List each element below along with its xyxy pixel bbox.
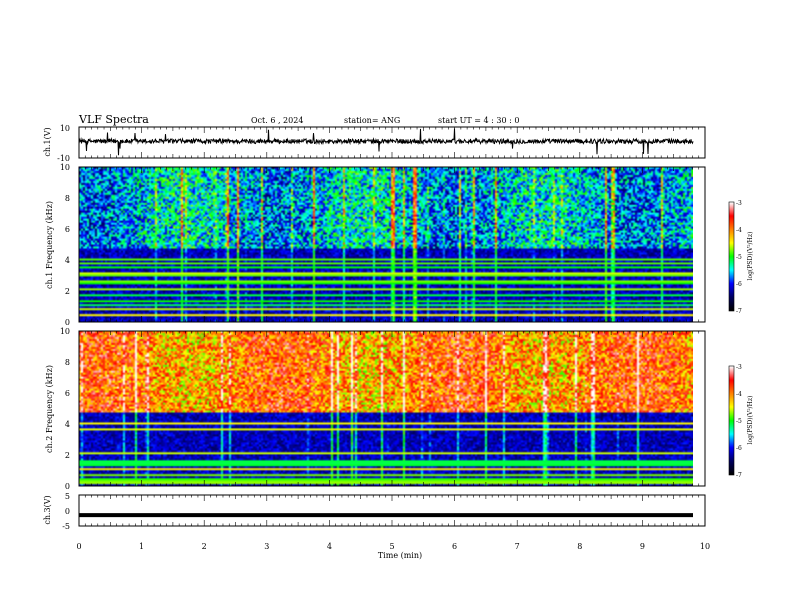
ch1-ytick-10: 10 (60, 163, 70, 172)
ch1-spectrogram-panel: 0 2 4 6 8 10 ch.1 Frequency (kHz) (45, 163, 706, 327)
ch2-freq-ticks: 0 2 4 6 8 10 (60, 327, 70, 491)
ch3-ylabel: ch.3(V) (43, 495, 52, 524)
ch3-ytick-bottom: -5 (62, 522, 70, 531)
ch1-waveform-trace (78, 128, 694, 156)
ch1-colorbar: -3 -4 -5 -6 -7 log(PSD)(V²/Hz) (728, 200, 754, 315)
ch2-ytick-2: 2 (65, 451, 70, 460)
cbar2-label: log(PSD)(V²/Hz) (747, 396, 754, 445)
xtick-label-7: 7 (515, 542, 520, 551)
ch2-ytick-0: 0 (65, 482, 70, 491)
cbar2-tick-m6: -6 (736, 445, 742, 452)
cbar2-tick-m4: -4 (736, 391, 742, 398)
date-label: Oct. 6 , 2024 (251, 116, 303, 125)
cbar1-tick-m5: -5 (736, 254, 742, 261)
x-axis-label: Time (min) (378, 551, 422, 560)
ch3-ytick-mid: 0 (65, 507, 70, 516)
ch3-waveform-panel: 5 0 -5 ch.3(V) (43, 492, 706, 531)
ch1-spectrogram-image (79, 167, 693, 322)
ch1-ytick-top: 10 (60, 124, 70, 133)
ch2-spectrogram-panel: 0 2 4 6 8 10 ch.2 Frequency (kHz) (45, 327, 706, 491)
ch1-ylabel: ch.1(V) (43, 127, 52, 156)
xtick-label-6: 6 (452, 542, 457, 551)
xtick-label-10: 10 (700, 542, 710, 551)
cbar1-tick-m6: -6 (736, 281, 742, 288)
x-axis-tick-labels: 0 1 2 3 4 5 6 7 8 9 10 (76, 542, 710, 551)
ch1-freq-ylabel: ch.1 Frequency (kHz) (45, 201, 54, 289)
cbar2-tick-m3: -3 (736, 364, 742, 371)
ch2-freq-ylabel: ch.2 Frequency (kHz) (45, 365, 54, 453)
xtick-label-8: 8 (577, 542, 582, 551)
ch2-spectrogram-image (79, 331, 693, 486)
ch2-ytick-4: 4 (65, 420, 70, 429)
ch1-ytick-4: 4 (65, 256, 70, 265)
ch1-ytick-0: 0 (65, 318, 70, 327)
ch1-ytick-bottom: -10 (57, 154, 70, 163)
ch2-colorbar-gradient (729, 366, 734, 475)
ch2-ytick-8: 8 (65, 358, 70, 367)
ch2-ytick-10: 10 (60, 327, 70, 336)
start-time-label: start UT = 4 : 30 : 0 (438, 116, 519, 125)
xtick-label-0: 0 (76, 542, 81, 551)
cbar2-tick-m7: -7 (736, 472, 742, 479)
chart-title: VLF Spectra (78, 113, 149, 126)
xtick-label-3: 3 (264, 542, 269, 551)
xtick-label-4: 4 (327, 542, 332, 551)
ch1-waveform-panel: 10 -10 ch.1(V) (43, 124, 706, 163)
ch2-colorbar: -3 -4 -5 -6 -7 log(PSD)(V²/Hz) (728, 364, 754, 479)
x-axis-ticks (78, 127, 706, 526)
xtick-label-2: 2 (202, 542, 207, 551)
ch1-ytick-6: 6 (65, 225, 70, 234)
cbar1-tick-m3: -3 (736, 200, 742, 207)
xtick-label-5: 5 (389, 542, 394, 551)
ch3-ytick-top: 5 (65, 492, 70, 501)
ch1-colorbar-gradient (729, 202, 734, 311)
cbar1-label: log(PSD)(V²/Hz) (747, 232, 754, 281)
xtick-label-9: 9 (640, 542, 645, 551)
xtick-label-1: 1 (139, 542, 144, 551)
cbar2-tick-m5: -5 (736, 418, 742, 425)
ch1-freq-ticks: 0 2 4 6 8 10 (60, 163, 70, 327)
station-label: station= ANG (344, 116, 400, 125)
ch1-ytick-8: 8 (65, 194, 70, 203)
ch1-ytick-2: 2 (65, 287, 70, 296)
cbar1-tick-m7: -7 (736, 308, 742, 315)
cbar1-tick-m4: -4 (736, 227, 742, 234)
ch2-ytick-6: 6 (65, 389, 70, 398)
